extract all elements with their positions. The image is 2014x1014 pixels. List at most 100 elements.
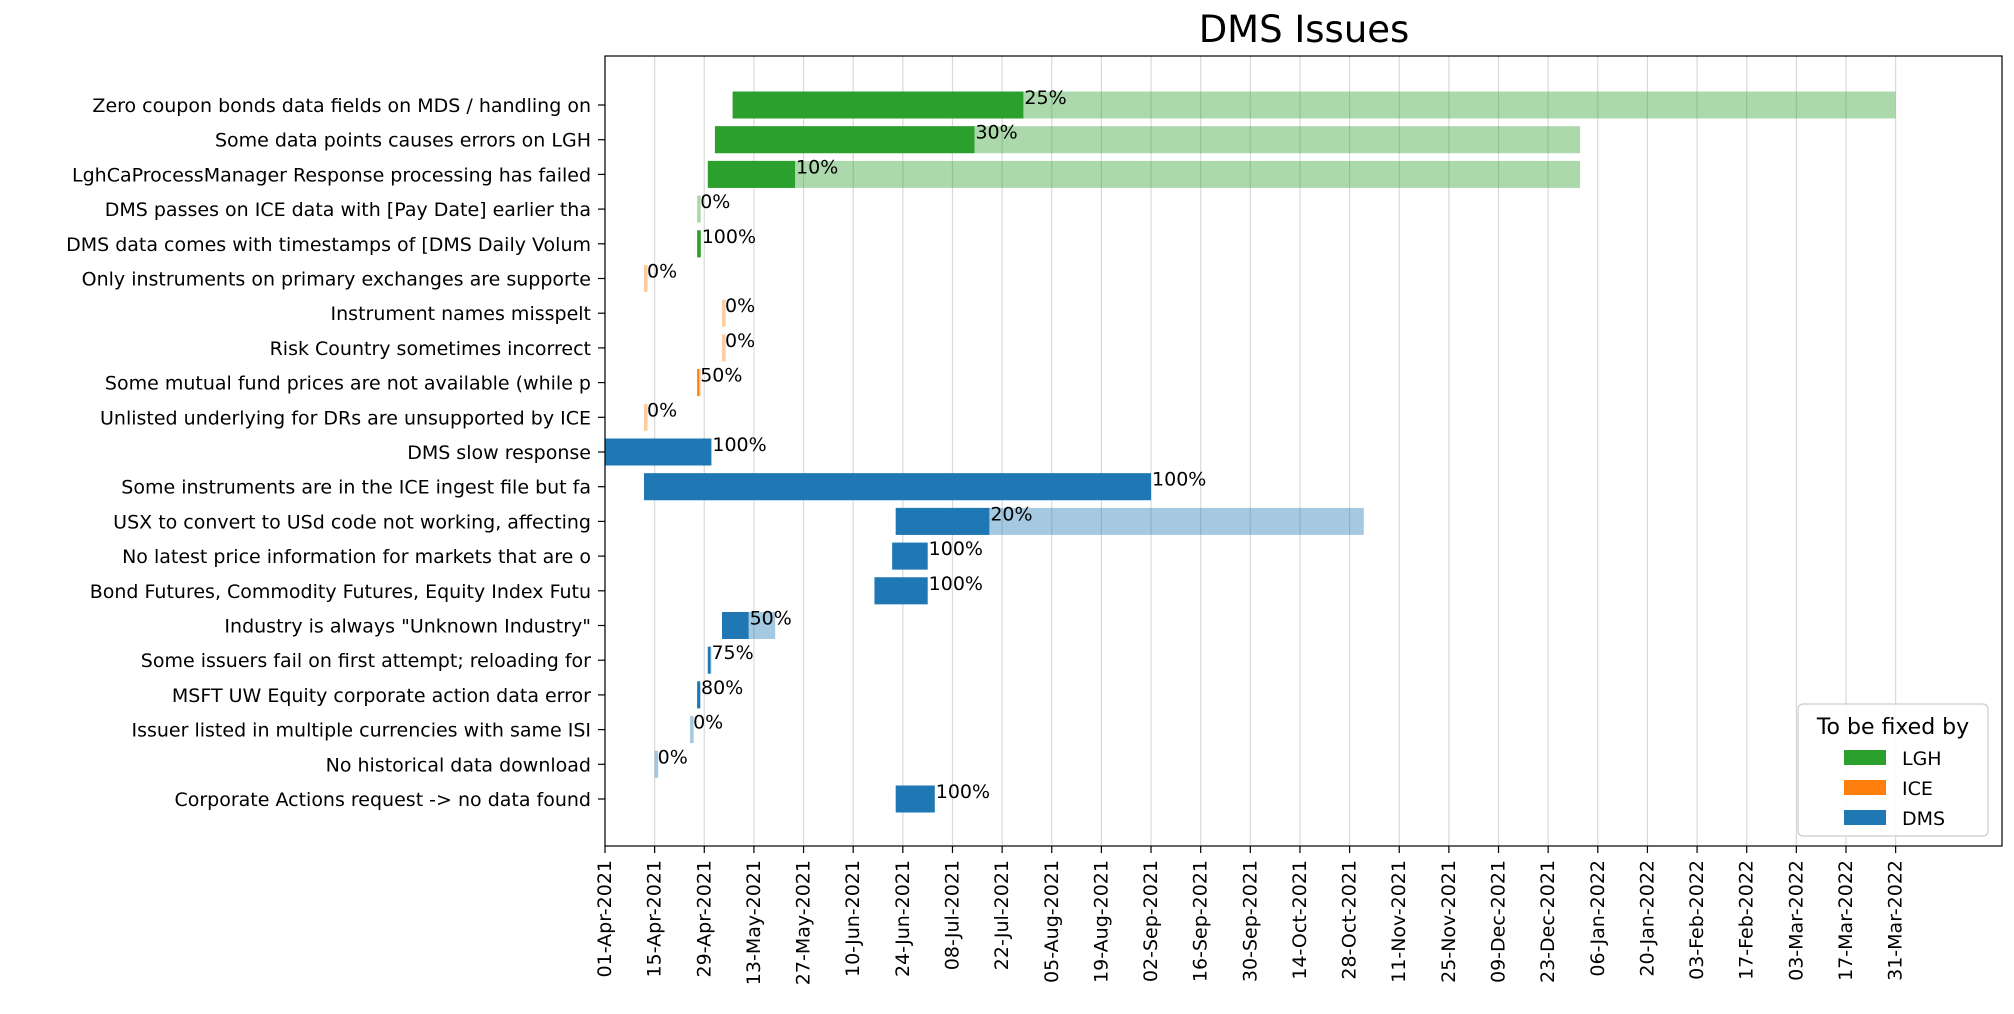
task-bar-full — [644, 403, 648, 431]
task-label: MSFT UW Equity corporate action data err… — [172, 685, 591, 707]
x-tick-label: 14-Oct-2021 — [1289, 860, 1311, 980]
task-bar-progress — [722, 612, 749, 639]
x-tick-label: 29-Apr-2021 — [693, 860, 715, 977]
bars — [605, 91, 1896, 813]
completion-label: 50% — [750, 608, 792, 630]
task-label: Corporate Actions request -> no data fou… — [174, 789, 591, 811]
x-tick-label: 22-Jul-2021 — [991, 860, 1013, 970]
task-bar-full — [697, 195, 701, 223]
task-bar-progress — [707, 646, 711, 674]
x-tick-label: 03-Mar-2022 — [1785, 860, 1807, 981]
task-bar-progress — [732, 91, 1024, 119]
task-bar-progress — [697, 681, 701, 709]
task-bar-progress — [605, 438, 712, 466]
task-bar-progress — [697, 369, 700, 397]
completion-label: 0% — [725, 295, 755, 317]
legend-label-dms: DMS — [1902, 808, 1945, 830]
task-bar-full — [690, 716, 694, 744]
x-tick-label: 17-Mar-2022 — [1835, 860, 1857, 981]
legend-frame — [1797, 703, 1989, 837]
x-tick-label: 10-Jun-2021 — [842, 860, 864, 977]
x-tick-label: 01-Apr-2021 — [594, 860, 616, 977]
completion-label: 100% — [1152, 469, 1206, 491]
completion-label: 0% — [693, 712, 723, 734]
task-bar-full — [644, 265, 648, 292]
x-tick-label: 30-Sep-2021 — [1239, 860, 1261, 982]
task-bar-progress — [892, 542, 928, 570]
x-tick-label: 09-Dec-2021 — [1488, 860, 1510, 983]
x-tick-label: 27-May-2021 — [793, 860, 815, 985]
task-bar-progress — [697, 230, 701, 258]
task-bar-progress — [714, 126, 975, 154]
x-tick-label: 28-Oct-2021 — [1339, 860, 1361, 980]
completion-label: 0% — [700, 191, 730, 213]
task-label: Unlisted underlying for DRs are unsuppor… — [100, 407, 591, 429]
completion-label: 100% — [712, 434, 766, 456]
x-tick-label: 23-Dec-2021 — [1537, 860, 1559, 983]
task-label: Instrument names misspelt — [331, 303, 591, 325]
task-label: Industry is always "Unknown Industry" — [224, 616, 591, 638]
x-tick-label: 17-Feb-2022 — [1736, 860, 1758, 980]
task-bar-full — [722, 299, 726, 327]
task-label: USX to convert to USd code not working, … — [113, 511, 591, 533]
legend-title: To be fixed by — [1816, 715, 1969, 740]
task-bar-full — [654, 750, 659, 778]
task-label: Zero coupon bonds data fields on MDS / h… — [92, 95, 591, 117]
task-label: DMS passes on ICE data with [Pay Date] e… — [105, 199, 591, 221]
completion-labels: 25%30%10%0%100%0%0%0%50%0%100%100%20%100… — [647, 87, 1206, 803]
task-bar-progress — [644, 473, 1152, 501]
plot-frame — [604, 55, 2003, 847]
task-bar-full — [722, 334, 726, 362]
completion-label: 0% — [725, 330, 755, 352]
x-tick-label: 20-Jan-2022 — [1636, 860, 1658, 977]
legend-label-ice: ICE — [1902, 778, 1933, 800]
legend: To be fixed by LGH ICE DMS — [1797, 703, 1989, 837]
completion-label: 10% — [796, 156, 838, 178]
task-label: Some data points causes errors on LGH — [215, 130, 591, 152]
completion-label: 100% — [936, 781, 990, 803]
task-label: Bond Futures, Commodity Futures, Equity … — [90, 581, 591, 603]
completion-label: 100% — [929, 538, 983, 560]
completion-label: 0% — [658, 746, 688, 768]
task-bar-progress — [895, 785, 935, 813]
x-tick-label: 15-Apr-2021 — [644, 860, 666, 977]
legend-swatch-dms — [1844, 810, 1886, 825]
x-tick-label: 13-May-2021 — [743, 860, 765, 985]
task-bar-progress — [707, 160, 796, 188]
task-label: Risk Country sometimes incorrect — [270, 338, 591, 360]
completion-label: 0% — [647, 261, 677, 283]
task-label: Some issuers fail on first attempt; relo… — [141, 650, 591, 672]
grid-lines — [604, 56, 1897, 846]
completion-label: 30% — [975, 122, 1017, 144]
task-label: LghCaProcessManager Response processing … — [72, 164, 591, 186]
x-tick-label: 11-Nov-2021 — [1388, 860, 1410, 983]
task-bar-progress — [895, 507, 990, 535]
completion-label: 100% — [929, 573, 983, 595]
legend-swatch-ice — [1844, 780, 1886, 795]
completion-label: 100% — [702, 226, 756, 248]
legend-swatch-lgh — [1844, 750, 1886, 765]
task-label: Issuer listed in multiple currencies wit… — [131, 720, 591, 742]
completion-label: 80% — [701, 677, 743, 699]
task-label: Only instruments on primary exchanges ar… — [82, 269, 591, 291]
x-tick-label: 03-Feb-2022 — [1686, 860, 1708, 980]
x-tick-label: 19-Aug-2021 — [1090, 860, 1112, 983]
completion-label: 0% — [647, 399, 677, 421]
x-tick-label: 06-Jan-2022 — [1587, 860, 1609, 977]
x-axis-labels: 01-Apr-2021 15-Apr-2021 29-Apr-2021 13-May-… — [594, 846, 1907, 985]
x-tick-label: 31-Mar-2022 — [1885, 860, 1907, 981]
chart-title: DMS Issues — [1199, 8, 1410, 51]
legend-entries: LGH ICE DMS — [1844, 748, 1945, 830]
completion-label: 75% — [711, 642, 753, 664]
task-label: Some mutual fund prices are not availabl… — [105, 373, 591, 395]
task-bar-progress — [874, 577, 928, 605]
task-label: DMS slow response — [407, 442, 591, 464]
x-tick-label: 25-Nov-2021 — [1438, 860, 1460, 983]
task-label: No historical data download — [326, 754, 591, 776]
completion-label: 50% — [700, 365, 742, 387]
legend-label-lgh: LGH — [1902, 748, 1942, 770]
y-axis-labels: Zero coupon bonds data fields on MDS / h… — [66, 95, 605, 811]
x-tick-label: 02-Sep-2021 — [1140, 860, 1162, 982]
task-label: DMS data comes with timestamps of [DMS D… — [66, 234, 591, 256]
